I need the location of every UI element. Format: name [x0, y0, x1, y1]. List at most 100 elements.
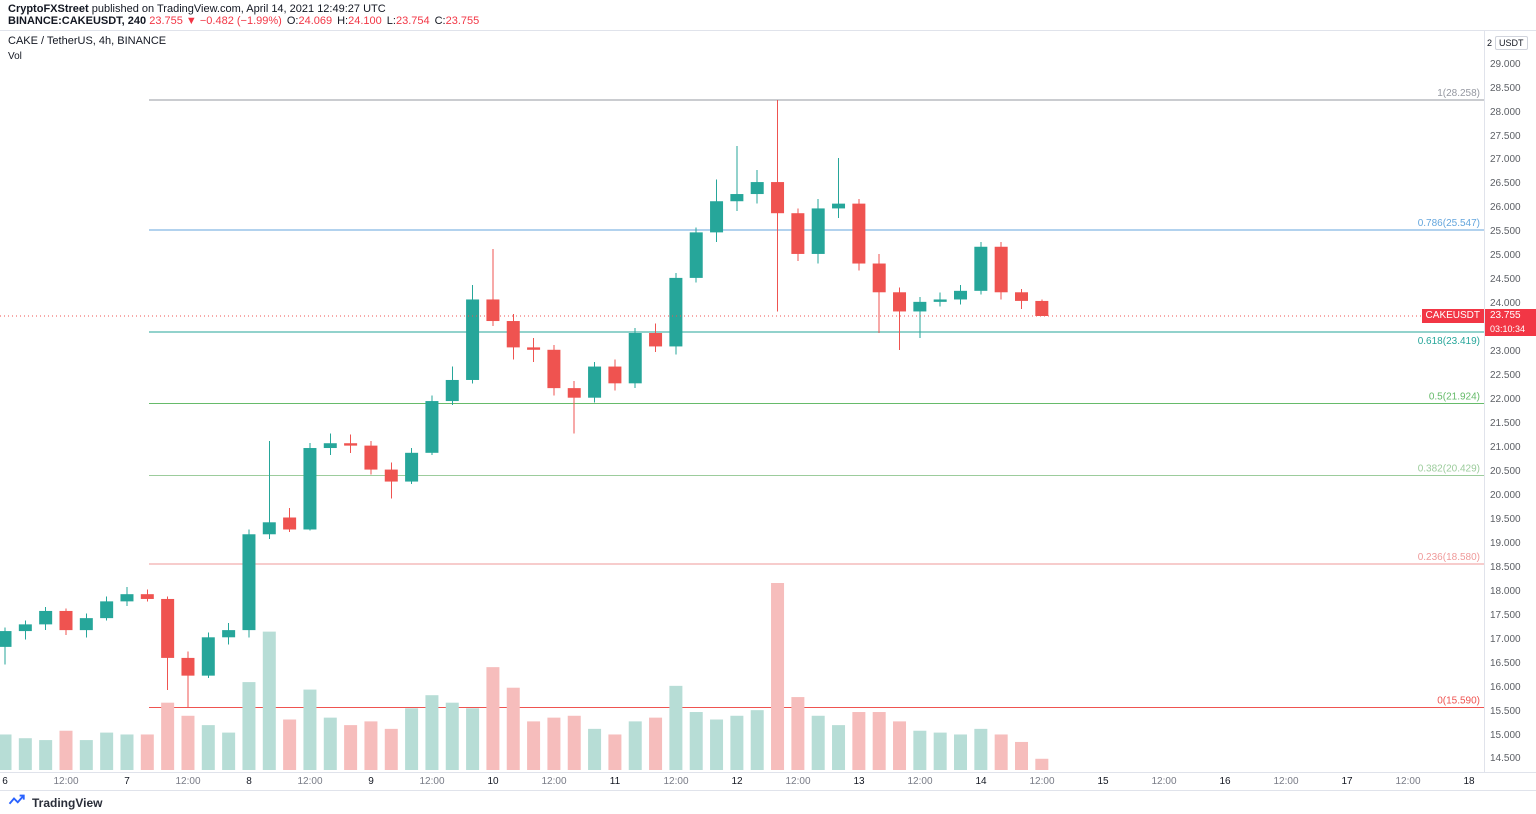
symbol-info-bar: BINANCE:CAKEUSDT, 240 23.755 ▼ −0.482 (−… — [8, 15, 479, 27]
currency-toggle[interactable]: USDT — [1495, 36, 1528, 50]
price-axis-tick: 21.000 — [1490, 442, 1521, 454]
candle-body — [628, 333, 642, 384]
candle-body — [39, 610, 53, 625]
candle-body — [913, 301, 927, 312]
tradingview-logo-icon[interactable] — [8, 793, 26, 812]
volume-bar — [364, 721, 378, 770]
fib-label: 0.5(21.924) — [1429, 392, 1480, 403]
volume-bar — [954, 734, 968, 770]
tradingview-brand[interactable]: TradingView — [32, 795, 103, 810]
volume-bar — [791, 697, 805, 770]
candle-body — [384, 469, 398, 482]
volume-bar — [974, 728, 988, 770]
candle-body — [79, 618, 93, 631]
price-change: −0.482 (−1.99%) — [199, 15, 282, 27]
candle-body — [832, 203, 846, 209]
candle-body — [954, 290, 968, 300]
price-axis-tick: 20.500 — [1490, 465, 1521, 477]
candle-body — [466, 299, 480, 380]
price-axis[interactable]: 29.000 28.500 28.000 27.500 27.000 26.500 26.0… — [1485, 30, 1536, 772]
price-axis-tick: 23.000 — [1490, 346, 1521, 358]
price-axis-tick: 22.000 — [1490, 394, 1521, 406]
price-axis-tick: 20.000 — [1490, 489, 1521, 501]
volume-bar — [39, 740, 53, 770]
price-axis-tick: 19.000 — [1490, 537, 1521, 549]
price-axis-tick: 15.500 — [1490, 705, 1521, 717]
price-axis-tick: 28.500 — [1490, 82, 1521, 94]
fib-label: 0(15.590) — [1437, 695, 1480, 706]
price-axis-tick: 25.500 — [1490, 226, 1521, 238]
candle-body — [181, 657, 195, 676]
candle-body — [974, 246, 988, 291]
volume-bar — [161, 702, 175, 770]
candle-body — [425, 401, 439, 453]
price-line-symbol-tag: CAKEUSDT — [1421, 309, 1484, 323]
volume-bar — [506, 687, 520, 770]
volume-bar — [689, 712, 703, 770]
price-axis-tick: 16.000 — [1490, 681, 1521, 693]
volume-bar — [608, 734, 622, 770]
candle-body — [0, 631, 12, 647]
volume-bar — [425, 695, 439, 770]
price-axis-tick: 25.000 — [1490, 250, 1521, 262]
candle-body — [893, 292, 907, 312]
volume-bar — [405, 708, 419, 770]
price-axis-tick: 15.000 — [1490, 729, 1521, 741]
footer-border — [0, 790, 1536, 791]
chart-title[interactable]: CAKE / TetherUS, 4h, BINANCE — [8, 35, 167, 47]
volume-bar — [466, 708, 480, 770]
volume-bar — [201, 725, 215, 770]
ohlc-label: C: — [434, 15, 446, 27]
candle-body — [201, 637, 215, 676]
candle-body — [771, 182, 785, 214]
volume-bar — [384, 728, 398, 770]
candle-body — [669, 277, 683, 347]
time-axis[interactable]: 6 12:00 7 12:00 8 12:00 9 12:00 10 12:00 11 12:00 12… — [0, 772, 1536, 790]
volume-bar — [771, 583, 785, 770]
price-axis-border — [1484, 30, 1485, 772]
time-axis-tick: 12:00 — [1395, 776, 1421, 787]
volume-bar — [1015, 741, 1028, 770]
candlestick-chart[interactable]: 1(28.258) 0.786(25.547) 0.618(23.419) 0.5(2… — [0, 0, 1485, 772]
volume-bar — [0, 734, 12, 770]
price-axis-tick: 27.500 — [1490, 130, 1521, 142]
symbol-name[interactable]: BINANCE:CAKEUSDT, 240 — [8, 15, 147, 27]
time-axis-tick: 7 — [124, 776, 130, 787]
time-axis-tick: 12:00 — [785, 776, 811, 787]
volume-bar — [100, 732, 114, 770]
candle-body — [120, 594, 134, 602]
fib-label: 0.236(18.580) — [1418, 552, 1480, 563]
time-axis-tick: 12 — [731, 776, 743, 787]
ohlc-value: 24.100 — [348, 15, 382, 27]
candle-body — [811, 208, 825, 254]
volume-legend[interactable]: Vol — [8, 51, 22, 62]
time-axis-tick: 12:00 — [663, 776, 689, 787]
price-axis-tick: 22.500 — [1490, 370, 1521, 382]
time-axis-tick: 12:00 — [175, 776, 201, 787]
candle-body — [262, 522, 276, 535]
candle-body — [486, 299, 500, 322]
volume-bar — [303, 689, 317, 770]
time-axis-tick: 6 — [2, 776, 8, 787]
price-axis-tick: 26.500 — [1490, 178, 1521, 190]
byline: CryptoFXStreet published on TradingView.… — [8, 3, 386, 15]
time-axis-tick: 12:00 — [419, 776, 445, 787]
volume-bar — [933, 732, 947, 770]
ohlc-value: 23.754 — [395, 15, 430, 27]
candle-body — [791, 213, 805, 254]
time-axis-tick: 12:00 — [907, 776, 933, 787]
time-axis-tick: 11 — [609, 776, 621, 787]
time-axis-tick: 13 — [853, 776, 865, 787]
candle-body — [547, 349, 561, 389]
candle-body — [303, 448, 317, 530]
countdown-badge: 03:10:34 — [1485, 323, 1536, 336]
candle-body — [852, 203, 866, 264]
fib-label: 0.786(25.547) — [1418, 218, 1480, 229]
candle-body — [588, 366, 602, 398]
time-axis-tick: 18 — [1463, 776, 1475, 787]
volume-bar — [323, 717, 337, 770]
time-axis-tick: 14 — [975, 776, 987, 787]
time-axis-tick: 12:00 — [1029, 776, 1055, 787]
volume-bar — [59, 730, 73, 770]
axis-header: 2 USDT — [1487, 36, 1528, 50]
